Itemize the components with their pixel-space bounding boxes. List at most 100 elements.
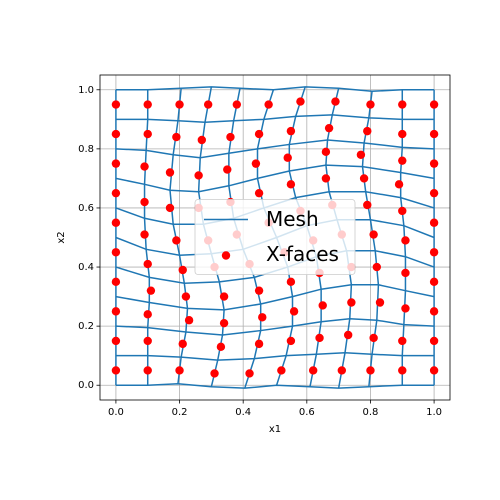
x-face-point bbox=[363, 126, 372, 136]
x-tick-label: 0.8 bbox=[363, 407, 379, 418]
mesh-line bbox=[115, 382, 435, 389]
legend-marker bbox=[221, 251, 231, 260]
x-face-point bbox=[111, 188, 121, 198]
x-face-point bbox=[143, 310, 152, 319]
x-face-point bbox=[356, 150, 366, 159]
x-face-point bbox=[140, 162, 149, 171]
x-face-point bbox=[347, 298, 356, 307]
x-face-point bbox=[296, 97, 305, 106]
y-tick-label: 0.2 bbox=[78, 321, 94, 332]
x-face-point bbox=[363, 200, 372, 210]
x-face-point bbox=[245, 369, 254, 378]
x-face-point bbox=[429, 336, 439, 346]
x-face-point bbox=[283, 153, 292, 162]
x-face-point bbox=[429, 159, 439, 168]
x-face-point bbox=[258, 313, 267, 322]
y-tick-label: 0.8 bbox=[78, 144, 94, 155]
x-face-point bbox=[203, 100, 213, 109]
x-face-point bbox=[111, 277, 121, 287]
mesh-line bbox=[115, 86, 435, 93]
x-face-point bbox=[216, 342, 226, 352]
x-face-point bbox=[194, 171, 203, 180]
y-tick-label: 0.6 bbox=[78, 203, 94, 214]
x-face-point bbox=[111, 366, 121, 375]
x-face-point bbox=[175, 100, 184, 109]
x-face-point bbox=[232, 100, 242, 109]
x-tick-label: 1.0 bbox=[426, 407, 442, 418]
x-face-point bbox=[429, 248, 439, 257]
x-face-point bbox=[111, 307, 121, 316]
x-face-point bbox=[369, 230, 378, 239]
x-face-point bbox=[372, 262, 382, 272]
x-face-point bbox=[321, 147, 331, 157]
x-face-point bbox=[429, 129, 439, 139]
x-face-point bbox=[286, 277, 296, 287]
x-face-point bbox=[219, 292, 229, 301]
x-face-point bbox=[324, 123, 334, 133]
x-face-point bbox=[343, 330, 353, 340]
x-face-point bbox=[143, 259, 152, 269]
legend-label: Mesh bbox=[266, 207, 319, 231]
legend-box bbox=[194, 199, 356, 275]
mesh-line bbox=[115, 351, 435, 361]
x-face-point bbox=[398, 100, 407, 109]
x-face-point bbox=[178, 339, 187, 349]
x-face-point bbox=[429, 277, 439, 287]
x-face-point bbox=[254, 286, 264, 295]
x-face-point bbox=[429, 366, 439, 375]
x-face-point bbox=[331, 97, 340, 106]
x-face-point bbox=[111, 129, 121, 139]
x-face-point bbox=[398, 156, 407, 165]
x-face-point bbox=[366, 366, 375, 375]
x-face-point bbox=[143, 100, 152, 109]
x-face-point bbox=[429, 188, 439, 198]
x-face-point bbox=[184, 316, 194, 325]
x-face-point bbox=[254, 188, 264, 198]
x-face-point bbox=[289, 307, 299, 316]
x-face-point bbox=[111, 218, 121, 227]
mesh-line bbox=[115, 284, 435, 311]
x-face-point bbox=[111, 159, 121, 168]
x-face-point bbox=[140, 230, 149, 239]
x-tick-label: 0.6 bbox=[299, 407, 315, 418]
x-face-point bbox=[318, 301, 327, 310]
x-face-point bbox=[315, 333, 324, 343]
x-face-point bbox=[394, 180, 404, 189]
x-face-point bbox=[165, 168, 175, 177]
x-face-point bbox=[277, 366, 286, 375]
x-axis-label: x1 bbox=[269, 424, 281, 435]
y-tick-label: 0.0 bbox=[78, 380, 94, 391]
x-face-point bbox=[401, 268, 410, 278]
y-axis-label: x2 bbox=[56, 231, 67, 243]
x-face-point bbox=[165, 203, 175, 213]
x-face-point bbox=[369, 333, 378, 343]
x-face-point bbox=[226, 132, 235, 142]
x-face-point bbox=[111, 336, 121, 346]
x-face-point bbox=[254, 129, 264, 139]
x-face-point bbox=[143, 129, 152, 139]
x-tick-label: 0.4 bbox=[235, 407, 251, 418]
x-face-point bbox=[146, 286, 156, 295]
x-face-point bbox=[366, 100, 375, 109]
mesh-line bbox=[115, 139, 435, 159]
y-tick-label: 0.4 bbox=[78, 262, 94, 273]
x-face-point bbox=[219, 318, 229, 328]
x-face-point bbox=[429, 100, 439, 109]
y-tick-label: 1.0 bbox=[78, 85, 94, 96]
x-face-point bbox=[401, 304, 410, 313]
x-face-point bbox=[429, 307, 439, 316]
x-face-point bbox=[172, 132, 181, 142]
x-face-point bbox=[375, 298, 385, 307]
x-face-point bbox=[197, 135, 207, 145]
x-face-point bbox=[398, 366, 407, 375]
x-face-point bbox=[321, 174, 331, 183]
x-face-point bbox=[398, 206, 407, 216]
legend-label: X-faces bbox=[266, 242, 339, 266]
x-face-point bbox=[143, 336, 152, 346]
x-tick-label: 0.0 bbox=[108, 407, 124, 418]
x-face-point bbox=[429, 218, 439, 227]
mesh-line bbox=[115, 164, 435, 193]
x-face-point bbox=[251, 159, 261, 168]
mesh-line bbox=[115, 114, 435, 124]
